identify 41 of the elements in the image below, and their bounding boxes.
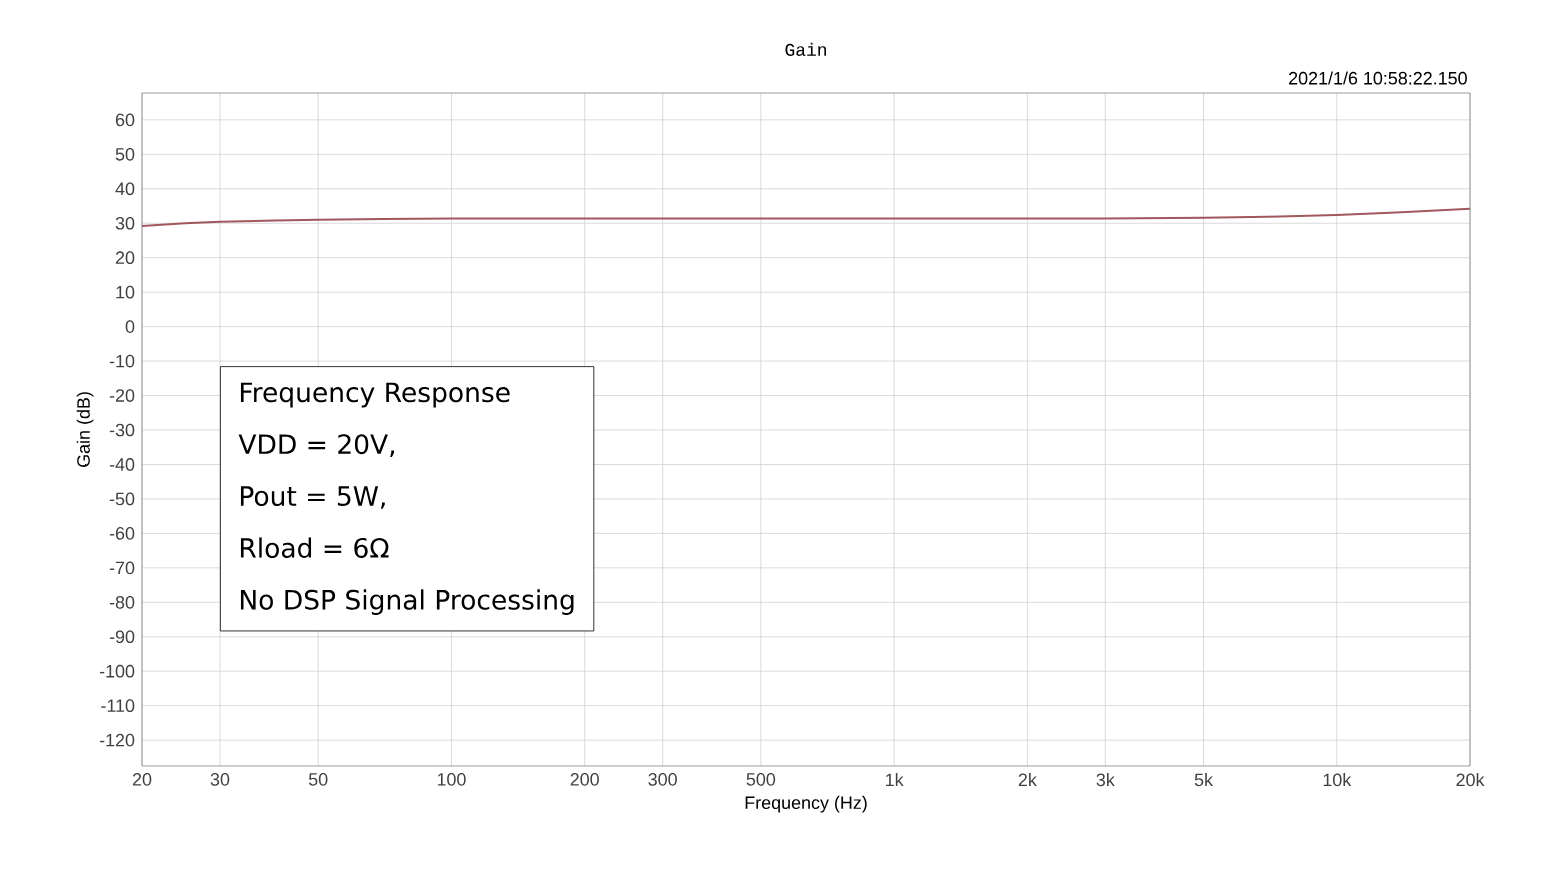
y-tick-label: -120 <box>99 733 135 747</box>
y-tick-label: 60 <box>115 113 135 127</box>
x-tick-label: 20 <box>132 773 152 786</box>
y-tick-label: -50 <box>109 492 135 506</box>
y-tick-label: -70 <box>109 561 135 575</box>
y-tick-label: 20 <box>115 251 135 265</box>
x-tick-label: 10k <box>1323 773 1352 787</box>
y-tick-label: 50 <box>115 147 135 161</box>
y-tick-label: -90 <box>109 630 135 644</box>
y-tick-label: 10 <box>116 285 135 299</box>
y-axis-title: Gain (dB) <box>76 392 94 467</box>
x-tick-label: 300 <box>648 773 677 786</box>
x-tick-label: 2k <box>1018 773 1037 787</box>
y-tick-label: -10 <box>109 354 135 368</box>
annotation: Pout = 5W, <box>240 486 385 509</box>
y-tick-label: -100 <box>99 664 135 678</box>
x-tick-label: 100 <box>437 773 466 786</box>
y-tick-label: 40 <box>115 182 135 196</box>
text: 2021/1/6 10:58:22.150 <box>1289 71 1467 85</box>
x-tick-label: 50 <box>308 773 328 786</box>
x-tick-label: 5k <box>1194 773 1214 787</box>
y-tick-label: -80 <box>109 595 135 609</box>
x-tick-label: 20k <box>1456 773 1485 787</box>
y-tick-label: -40 <box>109 458 135 471</box>
annotation: Frequency Response <box>240 382 510 408</box>
x-tick-label: 500 <box>746 773 776 786</box>
annotation: No DSP Signal Processing <box>240 589 574 615</box>
y-tick-label: -20 <box>109 389 135 402</box>
x-tick-label: 30 <box>210 773 230 786</box>
y-tick-label: -60 <box>109 527 135 540</box>
y-tick-label: -110 <box>101 699 135 713</box>
annotation: Rload = 6Ω <box>240 537 389 558</box>
annotation: VDD = 20V, <box>238 434 395 457</box>
x-tick-label: 3k <box>1096 773 1115 787</box>
x-tick-label: 200 <box>570 773 599 786</box>
y-tick-label: 0 <box>125 320 135 333</box>
y-tick-label: 30 <box>115 216 135 230</box>
y-tick-label: -30 <box>109 423 135 437</box>
x-tick-label: 1k <box>886 773 904 787</box>
x-axis-title: Frequency (Hz) <box>745 795 867 813</box>
chart-title: Gain <box>785 42 826 56</box>
